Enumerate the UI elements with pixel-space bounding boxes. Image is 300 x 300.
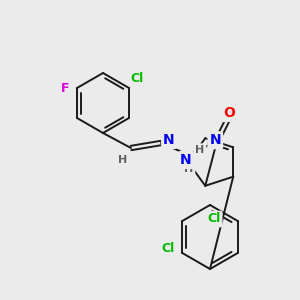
Text: Cl: Cl [130, 71, 144, 85]
Text: O: O [223, 106, 235, 120]
Text: Cl: Cl [162, 242, 175, 256]
Text: Cl: Cl [207, 212, 220, 226]
Text: H: H [118, 155, 127, 165]
Text: N: N [180, 153, 192, 167]
Text: N: N [183, 150, 195, 164]
Text: N: N [163, 133, 175, 147]
Text: F: F [61, 82, 69, 94]
Text: N: N [209, 133, 221, 147]
Text: H: H [184, 164, 194, 174]
Text: H: H [195, 145, 205, 155]
